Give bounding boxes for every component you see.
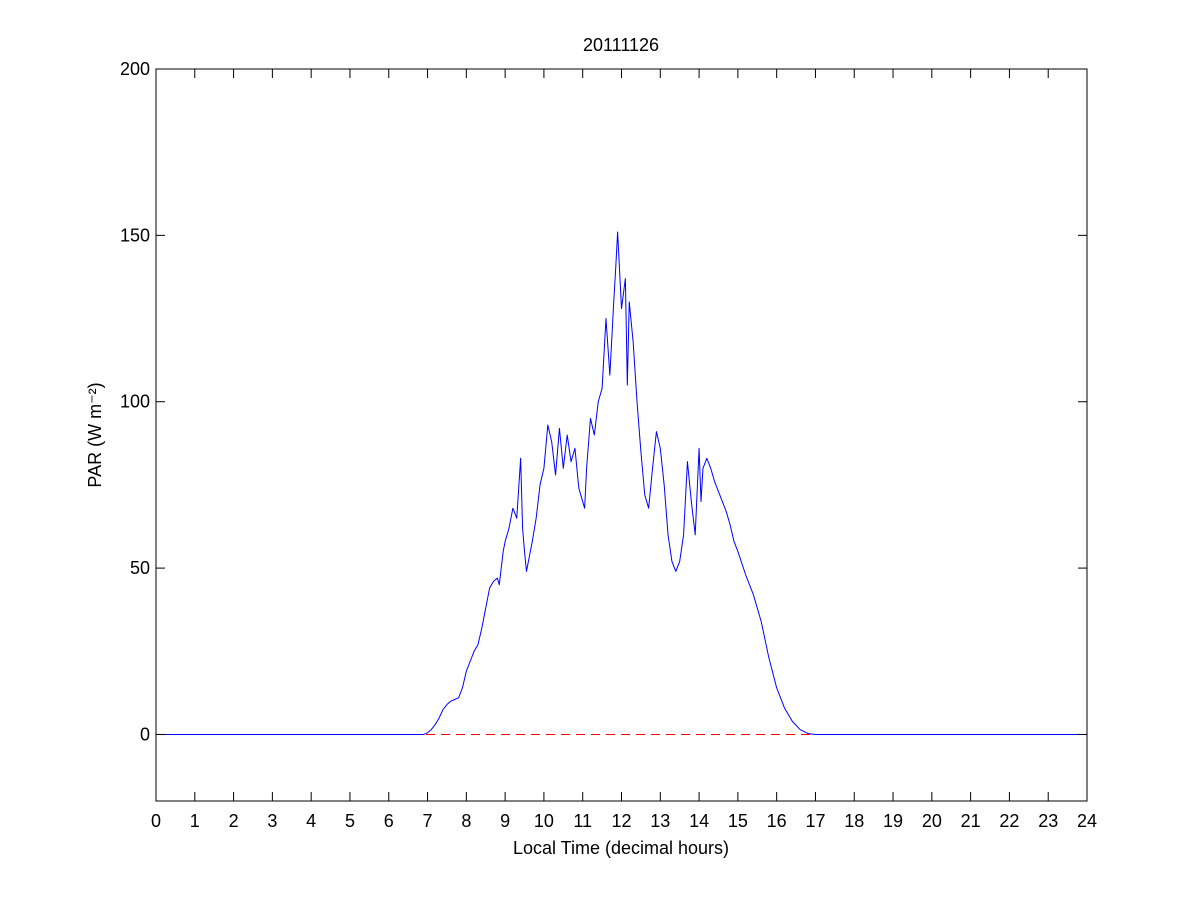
plot-area — [156, 231, 1087, 735]
x-tick-label: 9 — [500, 811, 510, 831]
x-tick-label: 18 — [844, 811, 864, 831]
x-tick-label: 23 — [1038, 811, 1058, 831]
x-tick-label: 3 — [267, 811, 277, 831]
x-tick-label: 14 — [689, 811, 709, 831]
x-tick-label: 13 — [650, 811, 670, 831]
x-tick-label: 1 — [190, 811, 200, 831]
x-tick-label: 20 — [922, 811, 942, 831]
x-tick-label: 7 — [423, 811, 433, 831]
axis-ticks: 0 1 2 3 4 5 6 7 8 9 10 11 12 13 14 15 16 17 18 19 20 21 22 23 24… — [120, 59, 1097, 831]
x-tick-label: 6 — [384, 811, 394, 831]
y-tick-label: 0 — [140, 724, 150, 744]
y-tick-label: 150 — [120, 225, 150, 245]
chart-title: 20111126 — [583, 35, 659, 55]
y-tick-label: 50 — [130, 558, 150, 578]
par-series-line — [156, 231, 1087, 735]
y-tick-label: 200 — [120, 59, 150, 79]
x-tick-label: 11 — [573, 811, 592, 831]
y-axis-label: PAR (W m⁻²) — [85, 382, 105, 487]
y-tick-label: 100 — [120, 392, 150, 412]
x-tick-label: 16 — [767, 811, 787, 831]
x-tick-label: 15 — [728, 811, 748, 831]
x-tick-label: 24 — [1077, 811, 1097, 831]
x-tick-label: 17 — [805, 811, 825, 831]
x-tick-label: 10 — [534, 811, 554, 831]
x-tick-label: 5 — [345, 811, 355, 831]
x-axis-label: Local Time (decimal hours) — [513, 838, 729, 858]
x-tick-label: 4 — [306, 811, 316, 831]
x-tick-label: 8 — [461, 811, 471, 831]
x-tick-label: 22 — [999, 811, 1019, 831]
x-tick-label: 2 — [229, 811, 239, 831]
axes-frame — [155, 68, 1088, 802]
x-tick-label: 12 — [611, 811, 631, 831]
x-tick-label: 19 — [883, 811, 903, 831]
x-tick-label: 21 — [961, 811, 981, 831]
x-tick-label: 0 — [151, 811, 161, 831]
